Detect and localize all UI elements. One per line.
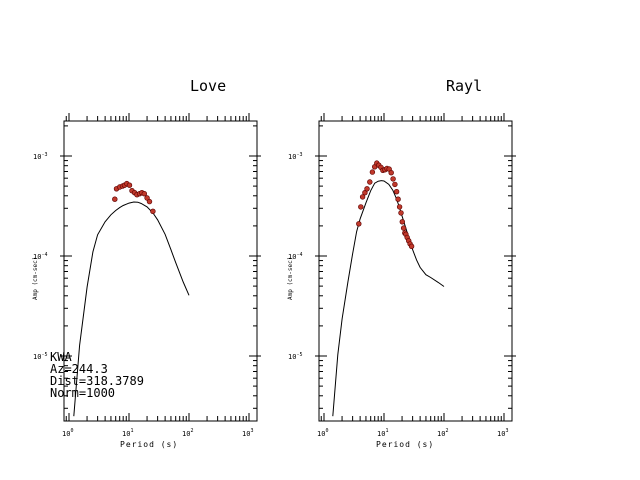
rayl-x-tick-label: 102 [437, 428, 448, 438]
rayl-observed-point [400, 225, 407, 231]
love-y-tick-label: 10-3 [33, 152, 47, 161]
love-y-tick-labels: 10-3 10-4 10-5 [33, 152, 47, 361]
station-name: KWA [50, 350, 72, 364]
rayl-observed-point [395, 196, 401, 202]
love-x-tick-label: 102 [182, 428, 193, 438]
rayl-model-curve [332, 180, 445, 417]
love-panel: Love 100 101 102 103 10-3 10-4 10-5 Period (s… [32, 77, 261, 449]
rayl-x-tick-label: 100 [317, 428, 328, 438]
love-axis-ticks [60, 113, 261, 421]
rayl-observed-point [392, 181, 398, 188]
rayl-y-axis-label: Amp (cm-sec) [287, 257, 294, 300]
love-x-tick-labels: 100 101 102 103 [62, 428, 253, 438]
rayl-panel: Rayl 100 101 102 103 10-3 10-4 10-5 Period (s… [287, 77, 516, 449]
station-norm: Norm=1000 [50, 386, 115, 400]
love-y-axis-label: Amp (cm-sec) [32, 257, 39, 300]
rayl-observed-point [398, 210, 404, 216]
love-model-curve [73, 201, 190, 417]
station-info: KWA Az=244.3 Dist=318.3789 Norm=1000 [50, 350, 144, 400]
love-observed-point [126, 182, 133, 188]
rayl-observed-point [367, 179, 373, 185]
rayl-x-axis-label: Period (s) [376, 440, 434, 449]
love-x-tick-label: 101 [122, 428, 133, 438]
rayl-observed-point [358, 204, 364, 210]
love-x-axis-label: Period (s) [120, 440, 178, 449]
rayl-y-tick-labels: 10-3 10-4 10-5 [288, 152, 302, 361]
rayl-observed-point [399, 219, 405, 225]
rayl-x-tick-label: 103 [497, 428, 508, 438]
love-observed-point [146, 198, 153, 205]
rayl-x-tick-label: 101 [377, 428, 388, 438]
love-observed-point [150, 208, 156, 215]
station-distance: Dist=318.3789 [50, 374, 144, 388]
love-plot-area [73, 180, 190, 417]
rayl-axis-ticks [315, 113, 516, 421]
rayl-observed-point [364, 186, 370, 192]
rayl-plot-area [332, 160, 445, 417]
love-title: Love [190, 77, 226, 95]
rayl-y-tick-label: 10-3 [288, 152, 302, 161]
rayl-observed-point [393, 189, 400, 195]
station-azimuth: Az=244.3 [50, 362, 108, 376]
rayl-y-tick-label: 10-4 [288, 252, 302, 261]
rayl-y-tick-label: 10-5 [288, 352, 302, 361]
love-x-tick-label: 100 [62, 428, 73, 438]
love-x-tick-label: 103 [242, 428, 253, 438]
rayl-observed-point [390, 176, 396, 182]
rayl-observed-point [396, 204, 403, 210]
rayl-observed-point [359, 194, 366, 200]
rayl-observed-point [388, 170, 394, 176]
rayl-title: Rayl [446, 77, 482, 95]
love-y-tick-label: 10-5 [33, 352, 47, 361]
rayl-x-tick-labels: 100 101 102 103 [317, 428, 508, 438]
love-observed-point [112, 196, 118, 202]
rayl-observed-point [408, 243, 415, 250]
rayl-observed-point [369, 169, 376, 175]
love-observed-point [141, 191, 148, 197]
rayl-observed-point [356, 221, 362, 227]
rayl-plot-frame [318, 120, 513, 422]
love-y-tick-label: 10-4 [33, 252, 47, 261]
